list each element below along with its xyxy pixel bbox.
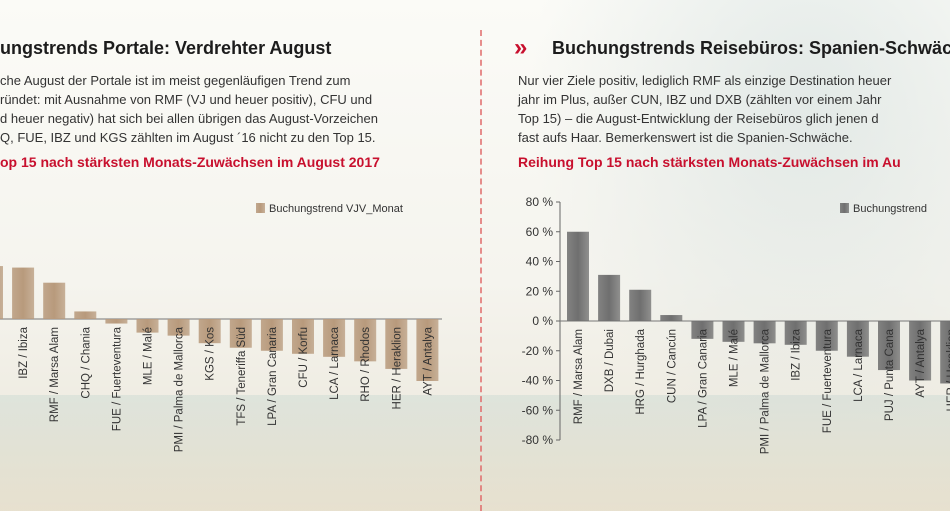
bar bbox=[385, 319, 408, 369]
x-tick-label: MLE / Malé bbox=[143, 327, 155, 385]
x-tick-label: LPA / Gran Canaria bbox=[267, 326, 279, 425]
x-tick-label: TFS / Teneriffa Süd bbox=[236, 327, 248, 426]
x-tick-label: LCA / Larnaca bbox=[329, 326, 341, 399]
left-paragraph-line-4: Q, FUE, IBZ und KGS zählten im August ´1… bbox=[0, 130, 376, 145]
left-chart: Buchungstrend VJV_Monat IBZ / Ibiza RMF / … bbox=[0, 203, 442, 452]
x-tick-label: RMF / Marsa Alam bbox=[49, 327, 61, 422]
x-tick-label: PMI / Palma de Mallorca bbox=[174, 326, 186, 452]
bar bbox=[292, 319, 314, 354]
right-paragraph-line-4: fast aufs Haar. Bemerkenswert ist die Sp… bbox=[518, 130, 853, 145]
bar bbox=[416, 319, 439, 382]
double-chevron-icon: » bbox=[514, 34, 528, 61]
bar bbox=[74, 311, 97, 319]
bar bbox=[198, 319, 221, 344]
panel-divider bbox=[480, 30, 482, 511]
left-chart-subtitle: op 15 nach stärksten Monats-Zuwächsen im… bbox=[0, 154, 380, 170]
x-tick-label: HER / Heraklion bbox=[391, 327, 403, 409]
bar bbox=[323, 319, 346, 357]
left-title: ungstrends Portale: Verdrehter August bbox=[0, 38, 332, 58]
left-paragraph-line-1: che August der Portale ist im meist gege… bbox=[0, 73, 351, 88]
right-title: Buchungstrends Reisebüros: Spanien-Schwä… bbox=[552, 38, 950, 58]
legend-swatch bbox=[256, 203, 265, 213]
x-tick-label: AYT / Antalya bbox=[422, 326, 434, 395]
left-paragraph-line-3: d heuer negativ) hat sich bei allen übri… bbox=[0, 111, 378, 126]
bar bbox=[105, 319, 128, 324]
x-tick-label: KGS / Kos bbox=[205, 327, 217, 381]
bar bbox=[0, 266, 3, 319]
bar bbox=[354, 319, 377, 362]
left-paragraph-line-2: ründet: mit Ausnahme von RMF (VJ und heu… bbox=[0, 92, 373, 107]
bar bbox=[43, 282, 66, 319]
x-tick-label: RHO / Rhodos bbox=[360, 327, 372, 402]
legend-label: Buchungstrend VJV_Monat bbox=[269, 203, 403, 215]
background-beach bbox=[0, 395, 950, 511]
bar bbox=[12, 267, 35, 319]
x-tick-label: CHQ / Chania bbox=[80, 326, 92, 398]
bar bbox=[167, 319, 190, 336]
x-tick-label: FUE / Fuerteventura bbox=[111, 326, 123, 431]
right-paragraph-line-1: Nur vier Ziele positiv, lediglich RMF al… bbox=[518, 73, 892, 88]
bar bbox=[260, 319, 283, 351]
right-chart-subtitle: Reihung Top 15 nach stärksten Monats-Zuw… bbox=[518, 154, 901, 170]
left-panel: ungstrends Portale: Verdrehter August ch… bbox=[0, 38, 442, 452]
bar bbox=[229, 319, 252, 348]
x-tick-label: IBZ / Ibiza bbox=[18, 326, 30, 378]
x-tick-label: CFU / Korfu bbox=[298, 327, 310, 388]
right-paragraph-line-3: Top 15) – die August-Entwicklung der Rei… bbox=[518, 111, 879, 126]
right-paragraph-line-2: jahr im Plus, außer CUN, IBZ und DXB (zä… bbox=[518, 92, 882, 107]
bar bbox=[136, 319, 159, 333]
